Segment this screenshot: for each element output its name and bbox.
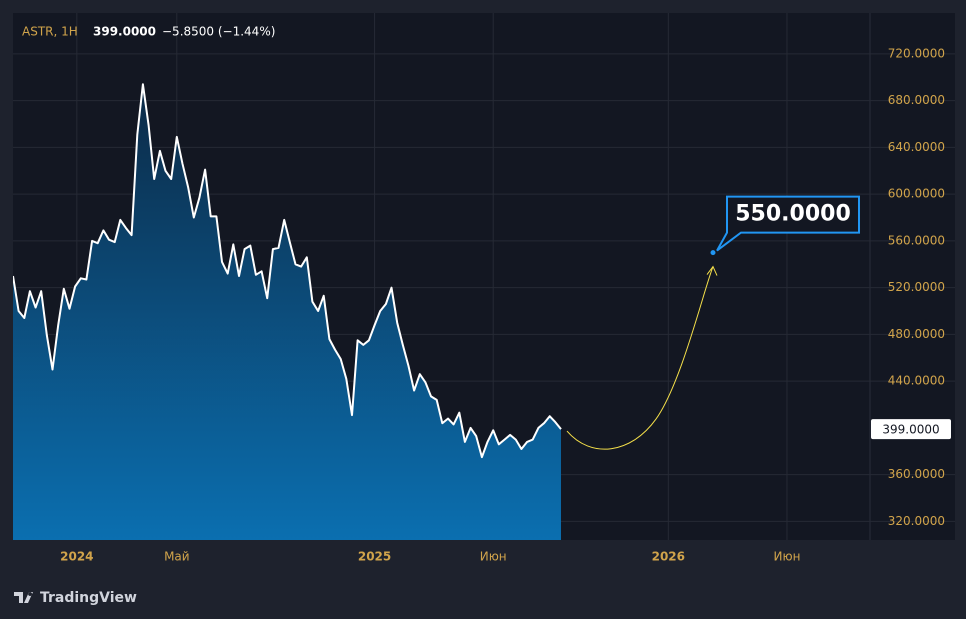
logo	[14, 592, 33, 603]
last-price-box	[871, 419, 951, 440]
x-tick-label: 2026	[652, 550, 685, 564]
y-tick-label: 680.0000	[888, 93, 945, 107]
symbol: ASTR, 1H	[22, 25, 78, 39]
x-tick-label: 2025	[358, 550, 391, 564]
y-tick-label: 600.0000	[888, 187, 945, 201]
y-tick-label: 560.0000	[888, 233, 945, 247]
target-label: 550.0000	[735, 202, 851, 227]
y-tick-label: 520.0000	[888, 280, 945, 294]
projection-curve	[566, 266, 714, 450]
y-tick-label: 360.0000	[888, 467, 945, 481]
watermark: TradingView	[40, 590, 137, 606]
last-price-label: 399.0000	[882, 423, 939, 437]
x-tick-label: 2024	[60, 550, 93, 564]
area-fill	[13, 84, 561, 540]
target-point	[710, 250, 716, 256]
y-tick-label: 640.0000	[888, 140, 945, 154]
target-callout	[716, 195, 860, 252]
x-tick-label: Июн	[480, 550, 507, 564]
price-line	[13, 83, 562, 459]
y-tick-label: 440.0000	[888, 374, 945, 388]
x-tick-label: Июн	[773, 550, 800, 564]
change: −5.8500 (−1.44%)	[162, 25, 275, 39]
y-tick-label: 720.0000	[888, 46, 945, 60]
y-tick-label: 320.0000	[888, 514, 945, 528]
arrow-head	[706, 265, 718, 276]
x-tick-label: Май	[164, 550, 190, 564]
y-tick-label: 480.0000	[888, 327, 945, 341]
last-price: 399.0000	[93, 25, 156, 39]
